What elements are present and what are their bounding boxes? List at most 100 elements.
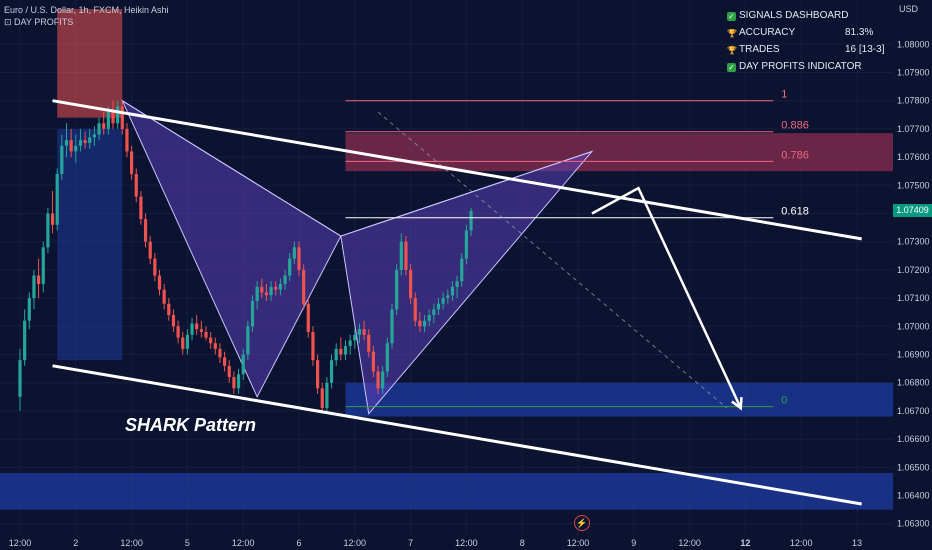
price-tick-label: 1.07300 [897,237,930,247]
indicator-row: ✓ DAY PROFITS INDICATOR [727,61,862,72]
price-tick-label: 1.07600 [897,152,930,162]
candle-body [339,348,343,355]
candle-body [390,309,394,344]
candle-body [353,334,357,341]
accuracy-row: 🏆 ACCURACY 81.3% [727,27,873,38]
candle-body [320,388,324,409]
lightning-icon[interactable]: ⚡ [574,515,590,531]
candle-body [348,340,352,347]
fib-level-label: 0 [781,395,787,407]
candle-body [455,281,459,287]
price-tick-label: 1.06400 [897,491,930,501]
candle-body [209,337,213,344]
currency-label[interactable]: USD [899,4,919,14]
current-price-tag: 1.07409 [893,204,932,218]
candle-body [134,174,138,197]
candle-body [176,326,180,338]
zone-supply [57,9,123,118]
candle-body [385,343,389,372]
time-tick-label: 8 [520,538,525,548]
candle-body [50,213,55,225]
candle-body [302,269,306,304]
candle-body [306,303,310,332]
price-axis[interactable]: 1.08000 1.07900 1.07800 1.07700 1.07600 1.075… [893,0,932,550]
price-tick-label: 1.07100 [897,293,930,303]
candle-body [78,140,83,146]
price-tick-label: 1.08000 [897,39,930,49]
candle-body [464,230,468,259]
fib-level-label: 0.618 [781,206,809,218]
price-tick-label: 1.07900 [897,68,930,78]
candle-body [190,323,194,335]
candle-body [427,315,431,321]
time-axis[interactable]: 12:00 2 12:00 5 12:00 6 12:00 7 12:00 8 12:00 9 12:0… [9,538,862,548]
price-axis-bg [893,0,932,550]
candle-body [311,331,315,361]
candle-body [125,128,129,152]
candle-body [395,269,399,310]
candle-body [46,213,50,248]
symbol-title[interactable]: Euro / U.S. Dollar, 1h, FXCM, Heikin Ash… [4,5,169,15]
candle-body [116,106,120,124]
candle-body [69,140,73,152]
candle-body [41,247,45,285]
candle-body [97,123,101,135]
price-tick-label: 1.07500 [897,180,930,190]
trend-lines [52,99,862,506]
pattern-label: SHARK Pattern [125,415,257,435]
candle-body [148,241,152,259]
price-tick-label: 1.07000 [897,321,930,331]
zone-demand [345,382,893,417]
time-tick-label: 13 [852,538,862,548]
time-tick-label: 2 [73,538,78,548]
candle-body [83,140,87,144]
candle-body [236,374,241,389]
candle-body [92,134,96,138]
candle-body [213,343,217,349]
zone-demand [0,472,893,510]
candle-body [204,331,208,338]
fib-level-label: 1 [781,89,787,101]
fib-retracement: 1 0.886 0.786 0.618 0 [345,89,809,408]
candle-body [367,334,371,352]
candle-body [376,371,380,389]
candle-body [27,298,31,321]
candle-body [223,357,227,366]
candle-body [292,247,296,259]
candle-body [469,210,473,231]
price-tick-label: 1.07700 [897,124,930,134]
fib-level-label: 0.786 [781,149,809,161]
candle-body [246,326,250,355]
price-tick-label: 1.07200 [897,265,930,275]
candle-body [264,292,269,296]
price-tick-label: 1.06800 [897,378,930,388]
candle-body [218,348,222,358]
trades-value: 16 [13-3] [845,44,885,55]
accuracy-label: ACCURACY [739,27,796,38]
dashboard-title: SIGNALS DASHBOARD [739,10,849,21]
candle-body [460,258,464,282]
time-tick-label: 5 [185,538,190,548]
indicator-title[interactable]: ⊡ DAY PROFITS [4,17,74,27]
candle-body [162,289,166,304]
candle-body [241,354,245,375]
candle-body [432,309,436,316]
candle-body [418,320,422,327]
check-icon: ✓ [727,12,736,21]
candle-body [325,382,329,409]
candle-body [60,145,64,175]
trophy-icon: 🏆 [727,29,737,38]
candle-body [362,329,366,335]
channel-line [52,99,862,241]
candle-body [446,295,450,299]
candle-body [450,286,455,296]
candle-body [102,123,106,129]
price-tick-label: 1.07800 [897,96,930,106]
price-tick-label: 1.06300 [897,519,930,529]
candle-body [167,303,171,316]
candle-body [139,196,143,220]
candle-body [404,241,408,270]
dashboard-title-row: ✓ SIGNALS DASHBOARD [727,10,848,21]
